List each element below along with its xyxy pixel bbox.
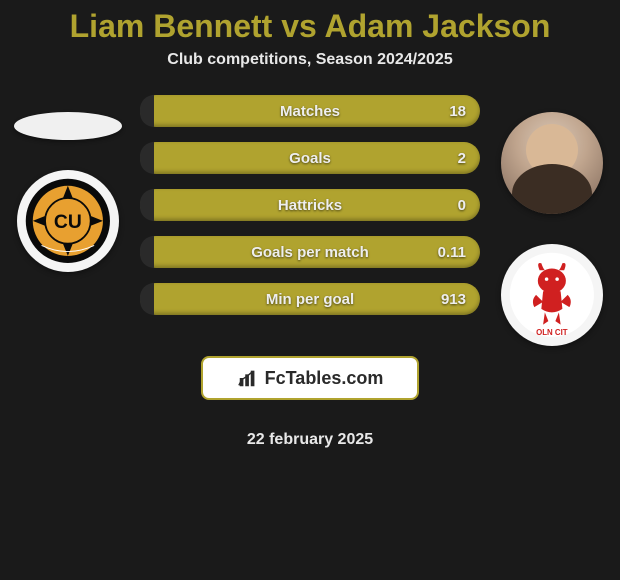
stat-value: 913 [441,291,466,308]
stat-value: 2 [458,150,466,167]
stat-label: Goals [289,150,331,167]
stat-bar-min-per-goal: Min per goal 913 [140,283,480,315]
source-badge[interactable]: FcTables.com [201,356,419,400]
stat-bar-matches: Matches 18 [140,95,480,127]
stat-fill-left [140,189,154,221]
stat-fill-left [140,236,154,268]
page-subtitle: Club competitions, Season 2024/2025 [0,51,620,69]
stat-value: 0.11 [438,244,466,261]
stat-label: Hattricks [278,197,342,214]
stat-fill-left [140,95,154,127]
stat-bar-goals: Goals 2 [140,142,480,174]
stat-label: Min per goal [266,291,354,308]
stats-block: Matches 18 Goals 2 Hattricks 0 Goals per… [0,95,620,449]
stat-label: Goals per match [251,244,369,261]
stat-bar-goals-per-match: Goals per match 0.11 [140,236,480,268]
bar-chart-icon [237,367,259,389]
stat-value: 0 [458,197,466,214]
stat-label: Matches [280,103,340,120]
stat-fill-left [140,142,154,174]
footer-date: 22 february 2025 [247,431,373,449]
page-title: Liam Bennett vs Adam Jackson [0,8,620,45]
source-label: FcTables.com [265,368,384,389]
stat-fill-left [140,283,154,315]
infographic-root: Liam Bennett vs Adam Jackson Club compet… [0,0,620,580]
stat-bar-hattricks: Hattricks 0 [140,189,480,221]
stat-value: 18 [449,103,466,120]
